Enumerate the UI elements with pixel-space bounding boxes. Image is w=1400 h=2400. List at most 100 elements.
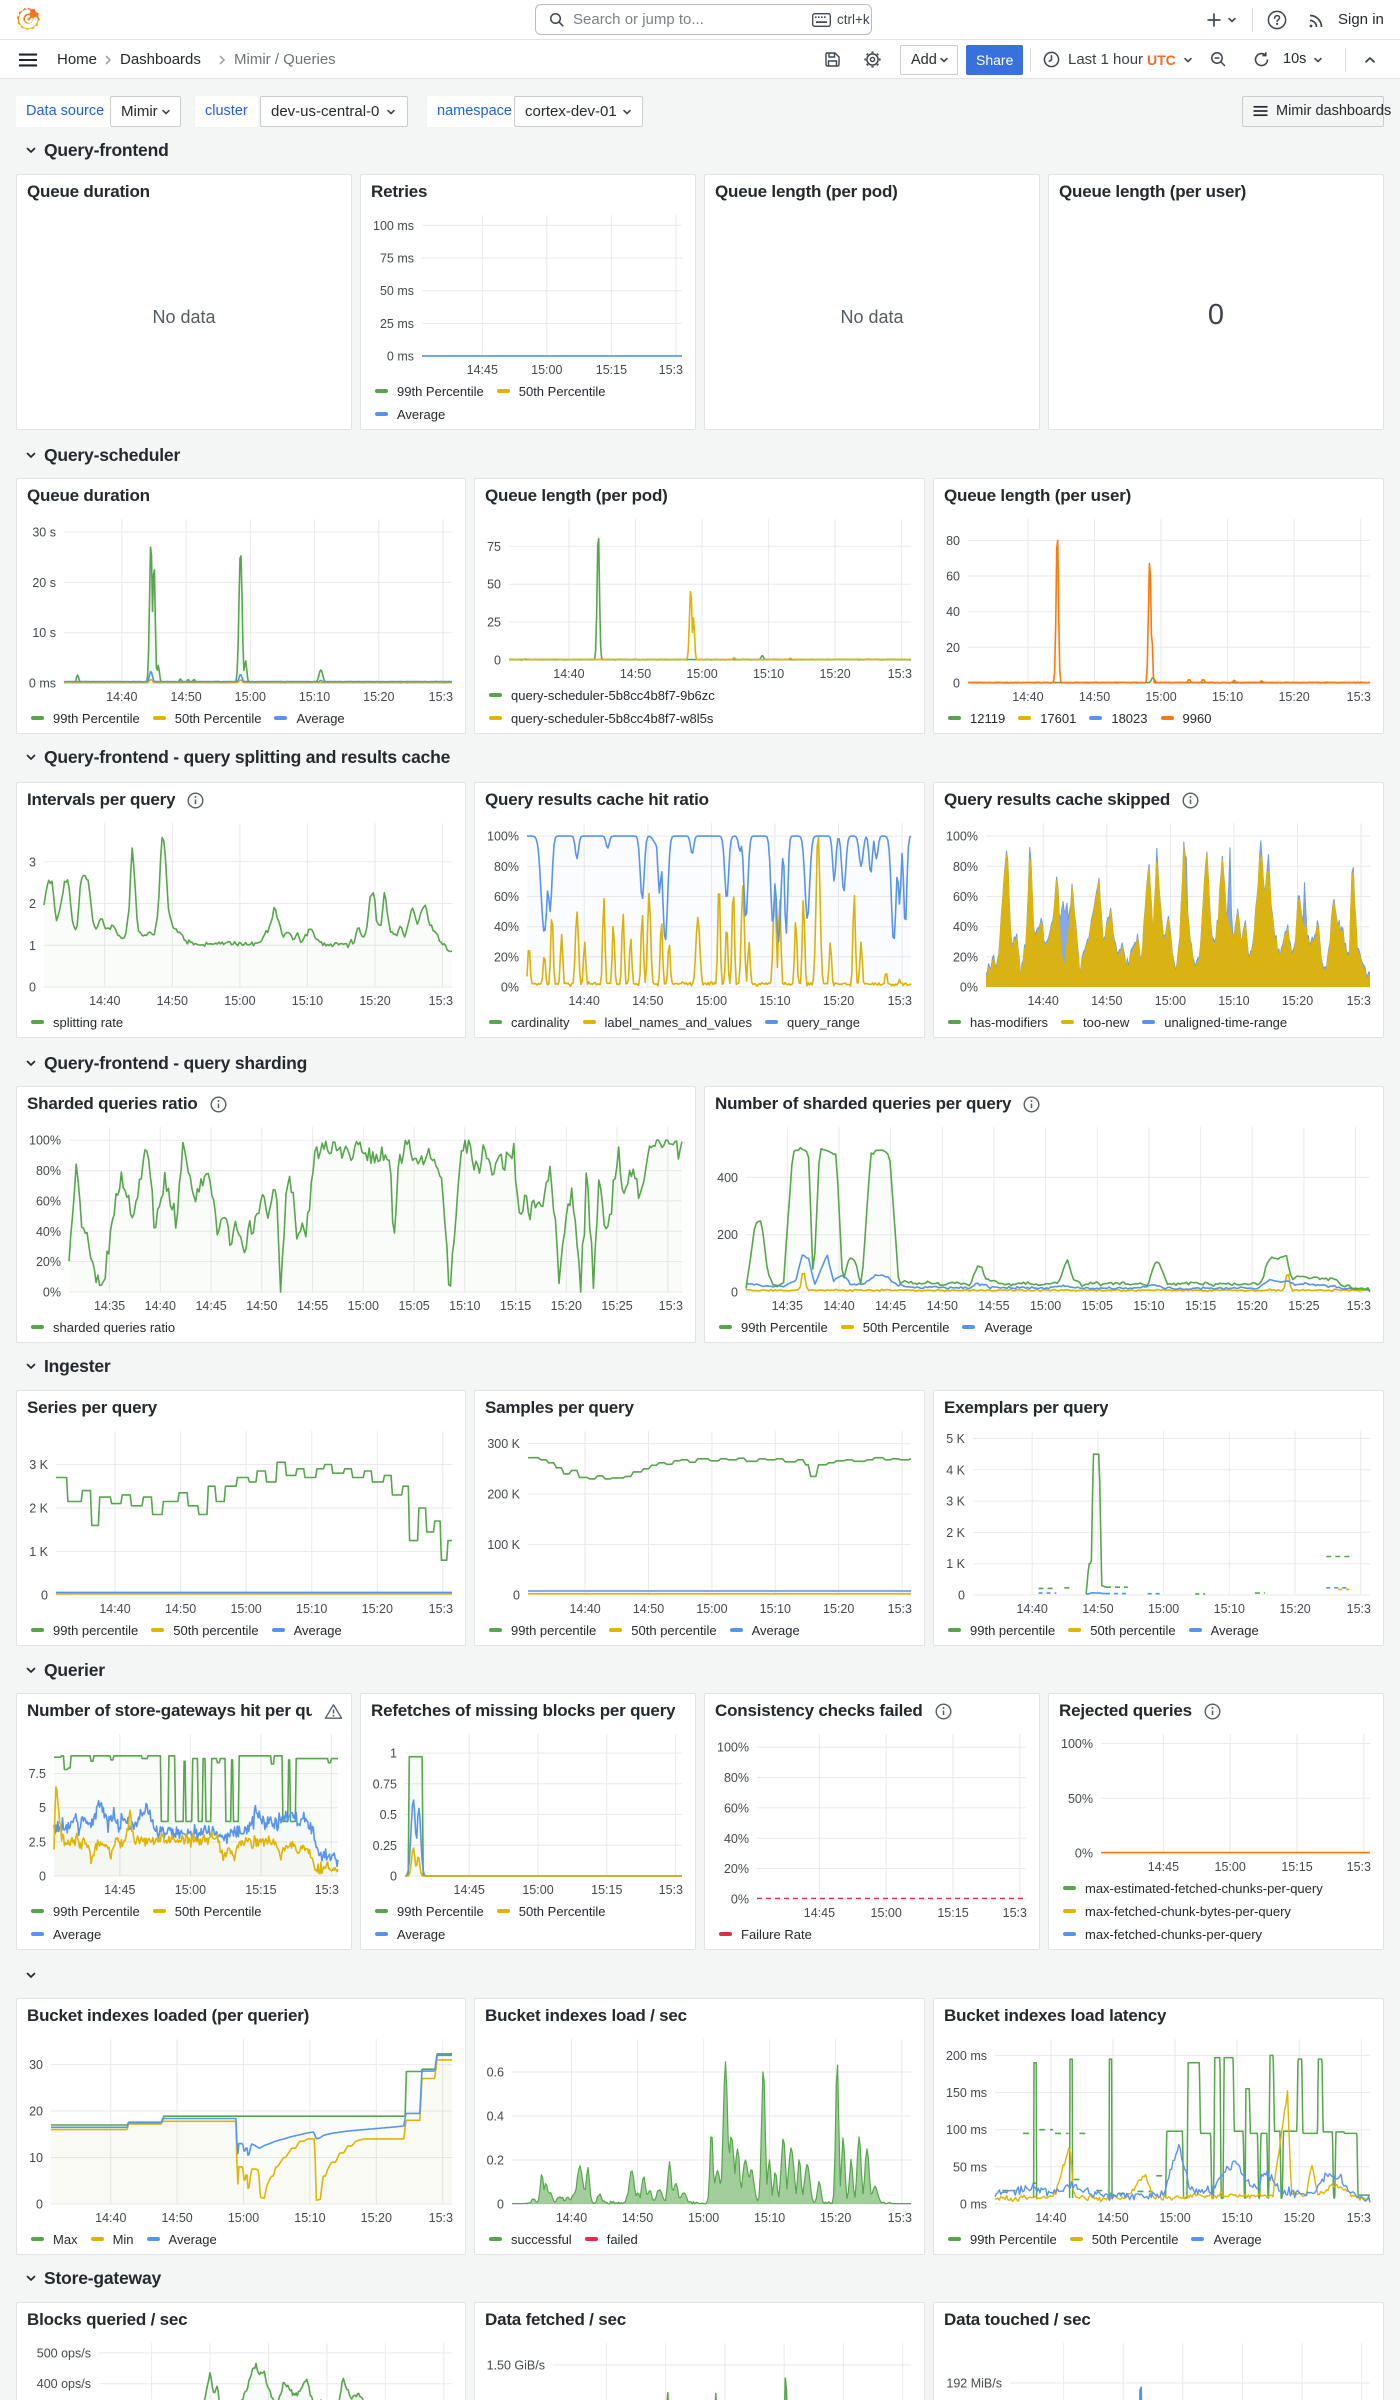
svg-text:14:40: 14:40 bbox=[823, 1299, 854, 1313]
svg-text:2.5: 2.5 bbox=[29, 1835, 46, 1849]
svg-text:15:25: 15:25 bbox=[601, 1299, 632, 1313]
svg-text:14:45: 14:45 bbox=[104, 1883, 135, 1897]
svg-text:150 ms: 150 ms bbox=[946, 2086, 987, 2100]
svg-text:50%: 50% bbox=[1068, 1792, 1093, 1806]
svg-text:14:40: 14:40 bbox=[106, 690, 137, 704]
svg-text:60%: 60% bbox=[36, 1194, 61, 1208]
svg-text:40%: 40% bbox=[494, 920, 519, 934]
svg-text:15:3: 15:3 bbox=[888, 2211, 912, 2225]
svg-text:4 K: 4 K bbox=[946, 1463, 965, 1477]
svg-text:14:40: 14:40 bbox=[1017, 1602, 1048, 1616]
svg-text:14:50: 14:50 bbox=[1097, 2211, 1128, 2225]
svg-text:0.5: 0.5 bbox=[380, 1808, 397, 1822]
svg-text:0 ms: 0 ms bbox=[29, 677, 56, 691]
svg-text:10 s: 10 s bbox=[32, 626, 56, 640]
svg-text:2 K: 2 K bbox=[946, 1526, 965, 1540]
svg-text:14:40: 14:40 bbox=[99, 1602, 130, 1616]
svg-text:14:40: 14:40 bbox=[556, 2211, 587, 2225]
svg-text:15:3: 15:3 bbox=[315, 1883, 339, 1897]
svg-text:15:00: 15:00 bbox=[1030, 1299, 1061, 1313]
svg-text:3 K: 3 K bbox=[946, 1495, 965, 1509]
svg-text:14:40: 14:40 bbox=[569, 1602, 600, 1616]
svg-text:60%: 60% bbox=[494, 890, 519, 904]
svg-text:25 ms: 25 ms bbox=[380, 317, 414, 331]
svg-text:50 ms: 50 ms bbox=[380, 284, 414, 298]
svg-text:100 ms: 100 ms bbox=[946, 2123, 987, 2137]
svg-text:75 ms: 75 ms bbox=[380, 252, 414, 266]
svg-text:14:45: 14:45 bbox=[467, 363, 498, 377]
svg-text:75: 75 bbox=[487, 540, 501, 554]
svg-text:14:40: 14:40 bbox=[95, 2211, 126, 2225]
svg-text:15:3: 15:3 bbox=[429, 690, 453, 704]
svg-text:20: 20 bbox=[946, 641, 960, 655]
svg-text:15:10: 15:10 bbox=[1133, 1299, 1164, 1313]
svg-text:0 ms: 0 ms bbox=[387, 350, 414, 364]
svg-text:1: 1 bbox=[29, 939, 36, 953]
svg-text:0.2: 0.2 bbox=[487, 2154, 504, 2168]
svg-text:0.4: 0.4 bbox=[487, 2110, 504, 2124]
svg-text:40: 40 bbox=[946, 605, 960, 619]
svg-text:200 ms: 200 ms bbox=[946, 2049, 987, 2063]
svg-text:15:15: 15:15 bbox=[500, 1299, 531, 1313]
svg-text:15:3: 15:3 bbox=[1003, 1906, 1027, 1920]
svg-text:500 ops/s: 500 ops/s bbox=[37, 2346, 91, 2360]
svg-text:60%: 60% bbox=[724, 1801, 749, 1815]
svg-text:15:20: 15:20 bbox=[1278, 690, 1309, 704]
svg-text:14:50: 14:50 bbox=[1079, 690, 1110, 704]
svg-text:80: 80 bbox=[946, 534, 960, 548]
svg-text:100%: 100% bbox=[946, 830, 978, 844]
svg-text:0%: 0% bbox=[960, 981, 978, 995]
svg-text:30: 30 bbox=[29, 2058, 43, 2072]
svg-text:15:10: 15:10 bbox=[1218, 994, 1249, 1008]
svg-text:14:40: 14:40 bbox=[145, 1299, 176, 1313]
svg-text:200 K: 200 K bbox=[487, 1488, 520, 1502]
svg-text:15:00: 15:00 bbox=[224, 994, 255, 1008]
svg-text:0: 0 bbox=[494, 654, 501, 668]
svg-text:15:20: 15:20 bbox=[820, 2211, 851, 2225]
svg-text:15:10: 15:10 bbox=[759, 994, 790, 1008]
svg-text:20%: 20% bbox=[36, 1255, 61, 1269]
svg-text:30 s: 30 s bbox=[32, 526, 56, 540]
svg-text:60%: 60% bbox=[953, 890, 978, 904]
svg-text:0%: 0% bbox=[1075, 1847, 1093, 1861]
svg-text:15:3: 15:3 bbox=[1347, 1299, 1371, 1313]
svg-text:15:3: 15:3 bbox=[1347, 690, 1371, 704]
svg-text:15:3: 15:3 bbox=[659, 1299, 683, 1313]
svg-text:15:3: 15:3 bbox=[1347, 1860, 1371, 1874]
svg-text:14:40: 14:40 bbox=[1035, 2211, 1066, 2225]
svg-text:15:20: 15:20 bbox=[1282, 994, 1313, 1008]
svg-text:14:50: 14:50 bbox=[622, 2211, 653, 2225]
svg-text:80%: 80% bbox=[36, 1164, 61, 1178]
svg-text:15:05: 15:05 bbox=[1082, 1299, 1113, 1313]
svg-text:14:50: 14:50 bbox=[1091, 994, 1122, 1008]
svg-text:1 K: 1 K bbox=[29, 1545, 48, 1559]
svg-text:14:40: 14:40 bbox=[1012, 690, 1043, 704]
svg-text:15:10: 15:10 bbox=[292, 994, 323, 1008]
svg-text:15:20: 15:20 bbox=[551, 1299, 582, 1313]
svg-text:15:3: 15:3 bbox=[888, 1602, 912, 1616]
svg-text:15:10: 15:10 bbox=[754, 2211, 785, 2225]
svg-text:15:00: 15:00 bbox=[688, 2211, 719, 2225]
svg-text:15:00: 15:00 bbox=[1145, 690, 1176, 704]
svg-text:15:3: 15:3 bbox=[659, 363, 683, 377]
svg-text:14:45: 14:45 bbox=[875, 1299, 906, 1313]
svg-text:14:50: 14:50 bbox=[246, 1299, 277, 1313]
svg-text:15:20: 15:20 bbox=[1279, 1602, 1310, 1616]
svg-text:0: 0 bbox=[513, 1589, 520, 1603]
svg-text:1 K: 1 K bbox=[946, 1557, 965, 1571]
svg-text:14:45: 14:45 bbox=[804, 1906, 835, 1920]
svg-text:14:50: 14:50 bbox=[632, 994, 663, 1008]
svg-text:15:15: 15:15 bbox=[596, 363, 627, 377]
svg-text:80%: 80% bbox=[724, 1771, 749, 1785]
svg-text:14:40: 14:40 bbox=[553, 667, 584, 681]
svg-text:14:35: 14:35 bbox=[772, 1299, 803, 1313]
svg-text:200: 200 bbox=[717, 1228, 738, 1242]
svg-text:3 K: 3 K bbox=[29, 1458, 48, 1472]
svg-text:14:50: 14:50 bbox=[157, 994, 188, 1008]
svg-text:80%: 80% bbox=[494, 860, 519, 874]
svg-text:15:3: 15:3 bbox=[429, 994, 453, 1008]
svg-text:15:10: 15:10 bbox=[1212, 690, 1243, 704]
svg-text:80%: 80% bbox=[953, 860, 978, 874]
svg-text:400 ops/s: 400 ops/s bbox=[37, 2377, 91, 2391]
svg-text:15:15: 15:15 bbox=[1185, 1299, 1216, 1313]
